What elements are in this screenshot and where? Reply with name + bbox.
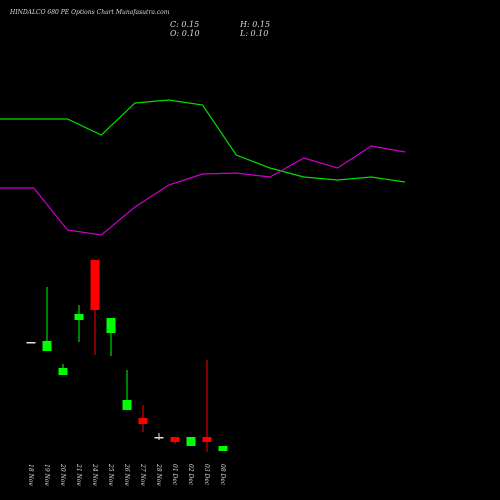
x-tick-label: 08 Dec (219, 464, 226, 486)
x-tick-label: 03 Dec (203, 464, 210, 486)
candle-body (74, 314, 84, 320)
candle-body (122, 400, 132, 410)
x-tick-label: 19 Nov (43, 464, 50, 486)
candle-body (138, 418, 148, 424)
high-label: H: 0.15 (239, 20, 270, 29)
candle-body (186, 437, 196, 446)
x-tick-label: 01 Dec (171, 464, 178, 486)
candle-body (42, 341, 52, 351)
candle-body (26, 342, 36, 344)
chart-title: HINDALCO 680 PE Options Chart Munafasutr… (9, 9, 170, 16)
x-tick-label: 27 Nov (139, 463, 146, 486)
candle-body (90, 260, 100, 310)
close-label: C: 0.15 (170, 20, 199, 29)
candle-body (106, 318, 116, 333)
low-label: L: 0.10 (239, 29, 268, 38)
open-label: O: 0.10 (170, 29, 200, 38)
candle-body (170, 437, 180, 442)
candle-body (202, 437, 212, 442)
x-tick-label: 26 Nov (123, 463, 130, 486)
candle-body (218, 446, 228, 451)
x-tick-label: 24 Nov (91, 463, 98, 486)
x-tick-label: 20 Nov (59, 463, 66, 486)
x-tick-label: 02 Dec (187, 464, 194, 486)
x-tick-label: 21 Nov (75, 463, 82, 486)
candle-body (154, 437, 164, 439)
indicator-line (0, 99, 406, 183)
x-tick-label: 28 Nov (155, 463, 162, 486)
x-tick-label: 25 Nov (107, 463, 114, 486)
candle-body (58, 368, 68, 375)
indicator-line (0, 145, 406, 236)
x-tick-label: 18 Nov (27, 464, 34, 486)
